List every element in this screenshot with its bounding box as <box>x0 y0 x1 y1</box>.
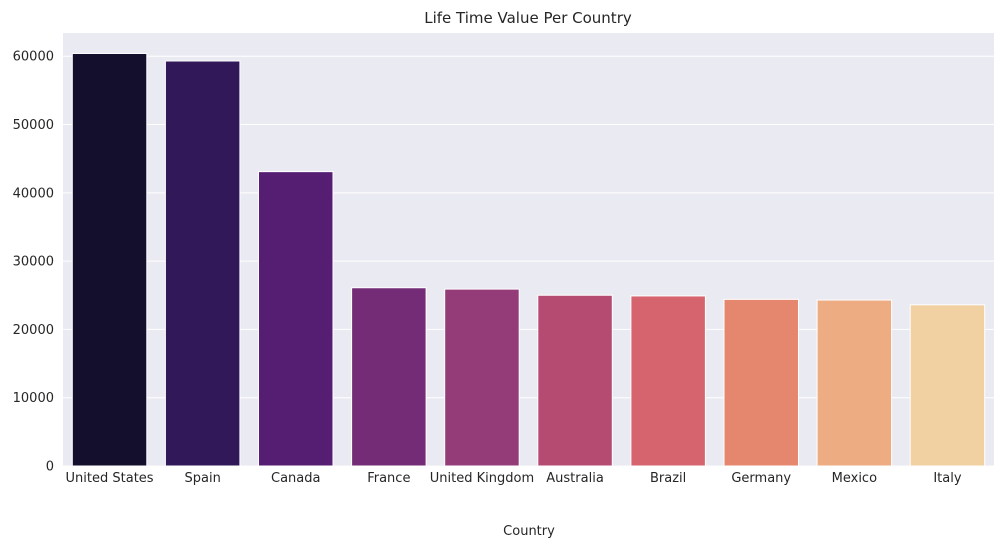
x-tick-label: Brazil <box>650 471 686 486</box>
bar <box>444 288 520 467</box>
x-axis-ticks: United States Spain Canada France United Kin… <box>66 471 962 486</box>
x-tick-label: Spain <box>184 471 220 486</box>
x-tick-label: United Kingdom <box>430 471 534 486</box>
x-axis-label: Country <box>503 524 555 539</box>
bar <box>351 287 427 467</box>
bar <box>537 294 613 467</box>
x-tick-label: United States <box>66 471 154 486</box>
bar <box>816 299 893 467</box>
x-tick-label: Australia <box>546 471 604 486</box>
y-tick-label: 20000 <box>13 323 54 338</box>
bars <box>71 52 986 467</box>
bar <box>630 295 706 467</box>
x-tick-label: Italy <box>933 471 962 486</box>
y-tick-label: 60000 <box>13 50 54 65</box>
x-tick-label: Mexico <box>832 471 877 486</box>
x-tick-label: France <box>367 471 410 486</box>
bar <box>71 52 148 467</box>
bar <box>164 60 241 467</box>
y-tick-label: 0 <box>46 460 54 475</box>
y-tick-label: 50000 <box>13 118 54 133</box>
bar <box>909 304 986 467</box>
x-tick-label: Germany <box>731 471 791 486</box>
bar <box>723 298 799 467</box>
y-tick-label: 10000 <box>13 391 54 406</box>
chart-title: Life Time Value Per Country <box>424 9 632 27</box>
y-tick-label: 40000 <box>13 186 54 201</box>
y-axis-ticks: 0 10000 20000 30000 40000 50000 60000 <box>13 50 54 475</box>
x-tick-label: Canada <box>271 471 320 486</box>
bar <box>258 171 334 467</box>
y-tick-label: 30000 <box>13 255 54 270</box>
